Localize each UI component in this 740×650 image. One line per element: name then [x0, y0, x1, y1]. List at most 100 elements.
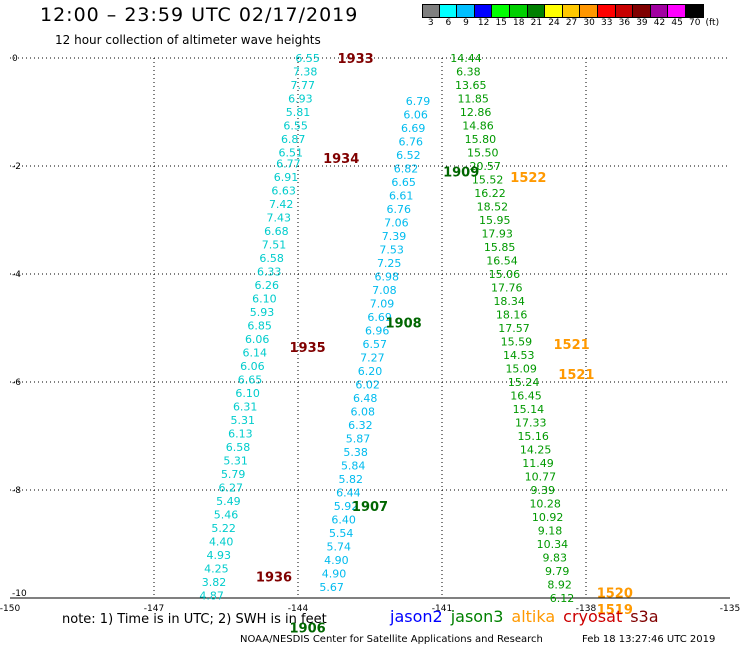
- data-point-cryosat: 7.43: [267, 211, 292, 224]
- data-point-cryosat: 6.77: [276, 157, 301, 170]
- data-point-s3a: 5.92: [334, 500, 359, 513]
- color-scale-tick: 9: [463, 18, 469, 28]
- y-tick-label: -6: [12, 378, 21, 388]
- legend-entry-jason3: jason3: [450, 607, 504, 626]
- data-point-jason3: 6.12: [550, 592, 575, 605]
- data-point-cryosat: 6.06: [245, 333, 270, 346]
- data-point-s3a: 5.87: [346, 433, 371, 446]
- data-point-jason3: 15.06: [489, 268, 521, 281]
- data-point-jason3: 11.49: [522, 457, 554, 470]
- data-point-s3a: 6.40: [331, 514, 356, 527]
- data-point-jason3: 17.76: [491, 282, 523, 295]
- data-point-jason3: 17.93: [481, 228, 513, 241]
- data-point-cryosat: 6.68: [264, 225, 289, 238]
- data-point-s3a: 6.96: [365, 325, 390, 338]
- color-scale-tick: 45: [671, 18, 683, 28]
- color-scale-tick: 33: [601, 18, 613, 28]
- color-scale-tick: 24: [548, 18, 560, 28]
- chart-subtitle: 12 hour collection of altimeter wave hei…: [55, 33, 321, 47]
- data-point-s3a: 5.84: [341, 460, 366, 473]
- data-point-cryosat: 6.55: [283, 120, 308, 133]
- data-point-cryosat: 4.87: [199, 589, 224, 602]
- data-point-cryosat: 6.63: [271, 184, 296, 197]
- data-point-jason3: 16.45: [510, 390, 542, 403]
- data-point-jason3: 9.83: [543, 552, 568, 565]
- color-scale-tick: 12: [477, 18, 490, 28]
- color-scale-swatches: [422, 4, 721, 18]
- data-point-s3a: 6.76: [399, 136, 424, 149]
- color-scale-tick: 6: [445, 18, 452, 28]
- data-point-jason3: 14.53: [503, 349, 535, 362]
- data-point-s3a: 6.65: [391, 176, 416, 189]
- credit-text: NOAA/NESDIS Center for Satellite Applica…: [240, 634, 543, 645]
- data-point-s3a: 6.48: [353, 392, 378, 405]
- color-scale-legend: 3 6 9 12 15 18 21 24 27 30 33 36 39 42 45 70 (ft): [422, 4, 721, 28]
- data-point-jason3: 15.09: [505, 363, 537, 376]
- data-point-jason3: 20.57: [469, 160, 501, 173]
- data-point-s3a: 7.53: [379, 244, 404, 257]
- color-scale-tick: 21: [530, 18, 543, 28]
- data-point-cryosat: 6.58: [226, 441, 251, 454]
- time-label: 1933: [338, 52, 374, 67]
- legend-entry-s3a: s3a: [630, 607, 659, 626]
- data-point-cryosat: 5.79: [221, 468, 246, 481]
- data-point-cryosat: 6.51: [279, 147, 304, 160]
- data-point-jason3: 15.50: [467, 147, 499, 160]
- data-point-cryosat: 5.46: [214, 508, 239, 521]
- data-point-jason3: 14.25: [520, 444, 552, 457]
- data-point-jason3: 15.80: [465, 133, 497, 146]
- color-scale-tick: (ft): [705, 18, 720, 28]
- data-point-jason3: 17.57: [498, 322, 530, 335]
- color-swatch: [545, 4, 563, 18]
- data-point-cryosat: 6.27: [219, 481, 244, 494]
- data-point-jason3: 17.33: [515, 417, 547, 430]
- x-tick-label: -150: [0, 604, 20, 614]
- data-point-s3a: 6.08: [351, 406, 376, 419]
- color-swatch: [685, 4, 704, 18]
- data-point-cryosat: 6.10: [252, 292, 277, 305]
- satellite-legend: jason2 jason3 altika cryosat s3a: [390, 607, 667, 626]
- color-swatch: [633, 4, 651, 18]
- data-point-s3a: 6.79: [406, 95, 431, 108]
- data-point-cryosat: 6.87: [281, 133, 306, 146]
- time-label: 1908: [386, 317, 422, 332]
- color-scale-tick: 3: [427, 18, 434, 28]
- time-label: 1909: [443, 165, 479, 180]
- x-tick-label: -141: [432, 604, 452, 614]
- time-label: 1521: [558, 368, 594, 383]
- data-point-cryosat: 6.26: [255, 279, 280, 292]
- data-point-cryosat: 6.91: [274, 171, 299, 184]
- data-point-cryosat: 6.33: [257, 265, 282, 278]
- color-scale-tick: 36: [618, 18, 631, 28]
- data-point-jason3: 14.86: [462, 120, 494, 133]
- color-scale-tick: 42: [653, 18, 666, 28]
- color-swatch: [509, 4, 528, 18]
- data-point-s3a: 7.09: [370, 298, 395, 311]
- data-point-s3a: 5.82: [339, 473, 364, 486]
- data-point-s3a: 7.27: [360, 352, 385, 365]
- data-point-s3a: 6.69: [401, 122, 426, 135]
- data-point-cryosat: 6.55: [295, 52, 320, 65]
- data-point-jason3: 18.16: [496, 309, 528, 322]
- data-point-jason3: 15.59: [501, 336, 533, 349]
- data-point-jason3: 9.79: [545, 565, 570, 578]
- data-point-cryosat: 6.13: [228, 427, 253, 440]
- data-point-s3a: 4.90: [324, 554, 349, 567]
- data-point-jason3: 6.38: [456, 66, 481, 79]
- data-point-cryosat: 7.77: [291, 79, 316, 92]
- time-label: 1521: [554, 338, 590, 353]
- data-point-jason3: 13.65: [455, 79, 487, 92]
- chart-title: 12:00 – 23:59 UTC 02/17/2019: [40, 4, 359, 26]
- data-point-cryosat: 5.93: [250, 306, 275, 319]
- x-tick-label: -135: [720, 604, 740, 614]
- data-point-s3a: 5.74: [327, 541, 352, 554]
- data-point-jason3: 16.54: [486, 255, 518, 268]
- legend-entry-jason2: jason2: [390, 607, 443, 626]
- data-point-cryosat: 6.93: [288, 93, 313, 106]
- color-scale-tick: 18: [513, 18, 525, 28]
- data-point-jason3: 11.85: [457, 93, 489, 106]
- time-label: 1935: [290, 341, 326, 356]
- data-point-s3a: 5.67: [319, 581, 344, 594]
- data-point-jason3: 10.28: [529, 498, 561, 511]
- y-tick-label: -10: [12, 589, 27, 599]
